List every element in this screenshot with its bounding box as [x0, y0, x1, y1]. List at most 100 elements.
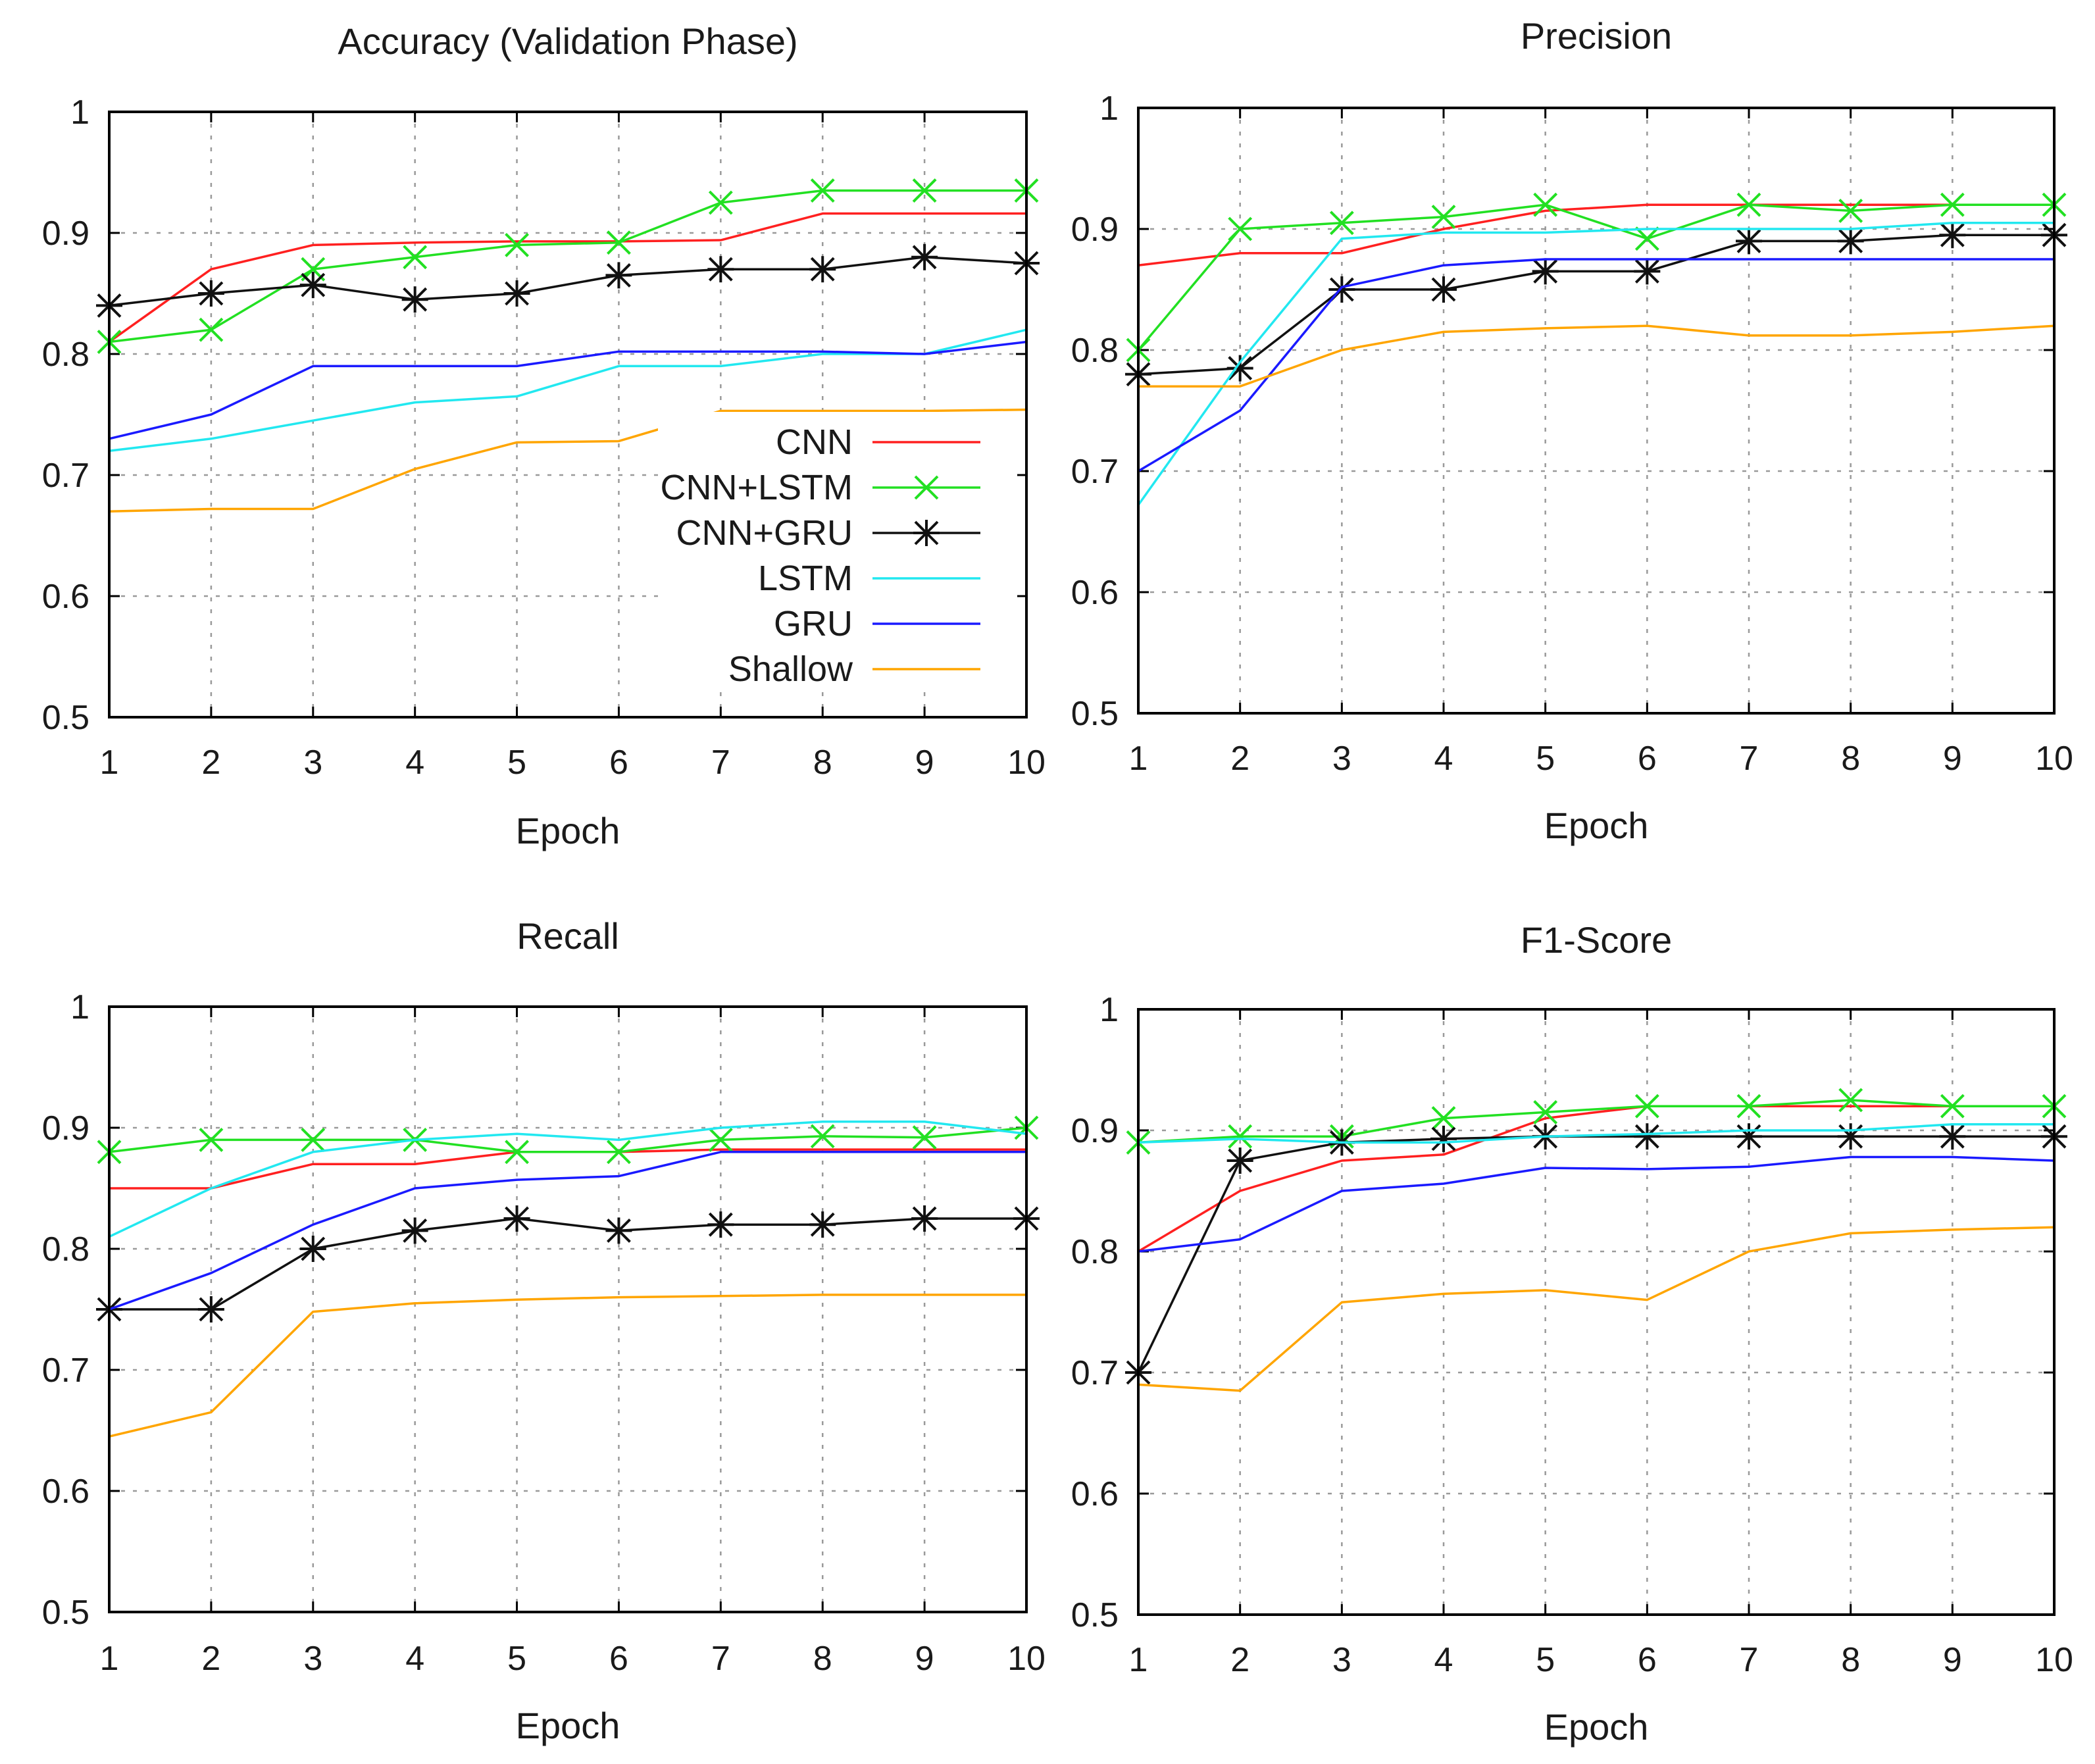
series-cnn — [1138, 1105, 2054, 1253]
x-tick-label: 5 — [1536, 1641, 1555, 1679]
x-tick-label: 5 — [507, 1640, 526, 1678]
data-point — [1431, 1106, 1456, 1131]
series-line — [1137, 222, 2054, 506]
x-tick-label: 1 — [1129, 740, 1148, 778]
x-tick-label: 8 — [813, 743, 832, 782]
series-line — [109, 1121, 1027, 1238]
series-line — [1138, 324, 2055, 388]
legend-background — [658, 412, 1017, 691]
series-line — [1138, 203, 2054, 266]
y-tick-label: 0.7 — [42, 457, 89, 495]
series-line — [1137, 203, 2054, 351]
series-lstm — [109, 328, 1027, 452]
x-tick-label: 1 — [100, 743, 119, 782]
x-tick-label: 9 — [1943, 740, 1962, 778]
series-line — [1138, 1226, 2055, 1392]
data-point — [1430, 276, 1457, 303]
y-tick-label: 1 — [1099, 991, 1119, 1029]
data-point — [299, 1236, 326, 1262]
data-point — [1940, 1094, 1965, 1119]
data-point — [197, 280, 224, 307]
panel-accuracy: Accuracy (Validation Phase) 1 2 3 4 5 6 7 8 9 10 0.… — [42, 20, 1046, 851]
data-point — [1939, 1123, 1966, 1150]
panel-recall: Recall 1 2 3 4 5 6 7 8 9 10 0.5 0.6 0.7 0.8 0.9 1 Epoch — [42, 915, 1046, 1746]
series-cnn-gru — [1125, 222, 2067, 388]
x-axis-label: Epoch — [1544, 1706, 1649, 1748]
data-point — [1736, 1094, 1761, 1119]
x-tick-label: 3 — [1332, 1641, 1351, 1679]
series-line — [108, 212, 1026, 343]
x-axis-label: Epoch — [516, 1705, 620, 1746]
series-cnn-gru — [96, 243, 1040, 319]
plot-frame — [1137, 107, 2056, 715]
chart-title: F1-Score — [1521, 919, 1672, 961]
chart-title: Recall — [517, 915, 619, 957]
y-tick-label: 0.7 — [1071, 453, 1119, 491]
data-point — [607, 1140, 631, 1165]
data-point — [1940, 192, 1965, 217]
y-tick-label: 0.5 — [42, 699, 89, 737]
data-point — [1939, 222, 1966, 249]
x-tick-label: 7 — [1740, 1641, 1759, 1679]
legend-marker — [914, 475, 939, 500]
series-line — [109, 1148, 1026, 1190]
x-tick-label: 9 — [1943, 1641, 1962, 1679]
legend-item-cnn: CNN — [776, 422, 980, 462]
data-point — [1837, 1123, 1864, 1150]
data-point — [503, 1205, 530, 1232]
panel-precision: Precision 1 2 3 4 5 6 7 8 9 10 0.5 0.6 0.7 0.8 0.9 1 Epoc… — [1071, 15, 2073, 846]
data-point — [1837, 228, 1864, 255]
data-point — [1228, 216, 1253, 241]
legend-item-lstm: LSTM — [758, 559, 980, 598]
data-point — [605, 262, 632, 289]
x-tick-label: 4 — [405, 1640, 424, 1678]
data-point — [505, 232, 529, 257]
series-shallow — [109, 1294, 1026, 1438]
series-gru — [1138, 1155, 2055, 1253]
x-tick-label: 9 — [915, 743, 934, 782]
x-axis-label: Epoch — [516, 810, 620, 851]
data-point — [1430, 1125, 1457, 1152]
x-tick-label: 2 — [1230, 1641, 1249, 1679]
x-tick-label: 10 — [2035, 740, 2073, 778]
data-point — [401, 286, 428, 313]
series-cnn-gru — [1125, 1123, 2067, 1386]
data-point — [911, 243, 938, 270]
series-line — [1138, 1105, 2054, 1253]
y-tick-label: 0.7 — [42, 1351, 89, 1390]
data-point — [1228, 1124, 1253, 1149]
x-tick-label: 2 — [201, 743, 220, 782]
x-tick-label: 2 — [1230, 740, 1249, 778]
y-tick-label: 1 — [1099, 89, 1119, 128]
series-shallow — [1138, 1226, 2055, 1392]
series-cnn — [109, 1148, 1026, 1190]
chart-title: Precision — [1521, 15, 1672, 57]
data-point — [199, 317, 224, 342]
data-point — [299, 272, 326, 299]
series-line — [109, 328, 1027, 452]
x-tick-label: 7 — [711, 743, 730, 782]
data-point — [1532, 258, 1559, 285]
plot-frame — [108, 1005, 1028, 1613]
series-gru — [109, 1151, 1026, 1311]
y-tick-label: 1 — [70, 988, 89, 1026]
legend-label: CNN+LSTM — [660, 468, 853, 507]
data-point — [708, 190, 733, 215]
y-tick-label: 0.9 — [42, 1109, 89, 1147]
data-point — [1634, 226, 1659, 251]
x-tick-label: 8 — [1841, 740, 1860, 778]
series-shallow — [1138, 324, 2055, 388]
data-point — [707, 1211, 734, 1238]
y-tick-label: 0.7 — [1071, 1354, 1119, 1392]
y-tick-label: 0.9 — [1071, 1112, 1119, 1150]
series-cnn-lstm — [97, 178, 1039, 355]
series-cnn — [108, 212, 1026, 343]
y-tick-label: 0.9 — [1071, 211, 1119, 249]
data-point — [1226, 355, 1253, 382]
x-tick-label: 9 — [915, 1640, 934, 1678]
data-point — [503, 280, 530, 307]
data-point — [708, 1127, 733, 1152]
data-point — [1634, 1123, 1661, 1150]
series-lstm — [1138, 1123, 2054, 1144]
